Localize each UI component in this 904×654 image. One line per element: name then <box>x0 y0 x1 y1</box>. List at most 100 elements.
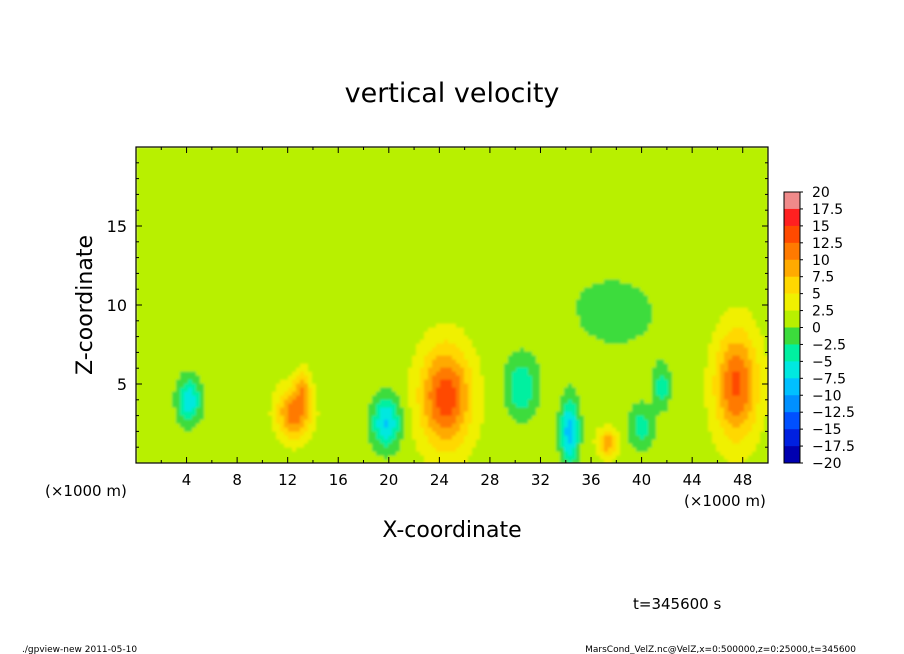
heatmap-cell <box>688 403 693 408</box>
heatmap-cell <box>724 351 729 356</box>
heatmap-cell <box>324 423 329 428</box>
heatmap-cell <box>328 423 333 428</box>
heatmap-cell <box>308 419 313 424</box>
heatmap-cell <box>612 379 617 384</box>
heatmap-cell <box>448 383 453 388</box>
heatmap-cell <box>532 391 537 396</box>
heatmap-cell <box>756 395 761 400</box>
heatmap-cell <box>632 347 637 352</box>
heatmap-cell <box>420 431 425 436</box>
heatmap-cell <box>304 415 309 420</box>
heatmap-cell <box>328 411 333 416</box>
heatmap-cell <box>404 427 409 432</box>
heatmap-cell <box>568 423 573 428</box>
heatmap-cell <box>528 379 533 384</box>
heatmap-cell <box>576 459 581 463</box>
heatmap-cell <box>360 415 365 420</box>
heatmap-cell <box>712 391 717 396</box>
heatmap-cell <box>556 367 561 372</box>
heatmap-cell <box>184 375 189 380</box>
heatmap-cell <box>304 399 309 404</box>
heatmap-cell <box>740 347 745 352</box>
heatmap-cell <box>392 363 397 368</box>
heatmap-cell <box>416 399 421 404</box>
heatmap-cell <box>572 343 577 348</box>
heatmap-cell <box>624 343 629 348</box>
heatmap-cell <box>276 447 281 452</box>
heatmap-cell <box>664 403 669 408</box>
heatmap-cell <box>684 431 689 436</box>
heatmap-cell <box>380 335 385 340</box>
heatmap-cell <box>436 451 441 456</box>
heatmap-cell <box>492 359 497 364</box>
heatmap-cell <box>420 355 425 360</box>
heatmap-cell <box>496 459 501 463</box>
heatmap-cell <box>376 399 381 404</box>
heatmap-cell <box>260 415 265 420</box>
heatmap-cell <box>228 347 233 352</box>
heatmap-cell <box>576 455 581 460</box>
heatmap-cell <box>356 391 361 396</box>
heatmap-cell <box>196 403 201 408</box>
heatmap-cell <box>648 415 653 420</box>
heatmap-cell <box>500 403 505 408</box>
heatmap-cell <box>380 443 385 448</box>
heatmap-cell <box>496 367 501 372</box>
heatmap-cell <box>300 435 305 440</box>
heatmap-cell <box>140 451 145 456</box>
heatmap-cell <box>260 387 265 392</box>
heatmap-cell <box>564 411 569 416</box>
heatmap-cell <box>612 455 617 460</box>
heatmap-cell <box>424 343 429 348</box>
heatmap-cell <box>468 443 473 448</box>
heatmap-cell <box>636 427 641 432</box>
heatmap-cell <box>616 343 621 348</box>
heatmap-cell <box>136 375 141 380</box>
heatmap-cell <box>324 403 329 408</box>
heatmap-cell <box>676 407 681 412</box>
heatmap-cell <box>232 407 237 412</box>
heatmap-cell <box>184 343 189 348</box>
heatmap-cell <box>496 351 501 356</box>
heatmap-cell <box>476 343 481 348</box>
heatmap-cell <box>668 371 673 376</box>
heatmap-cell <box>580 459 585 463</box>
heatmap-cell <box>608 355 613 360</box>
heatmap-cell <box>328 451 333 456</box>
heatmap-cell <box>456 367 461 372</box>
heatmap-cell <box>516 443 521 448</box>
heatmap-cell <box>556 447 561 452</box>
heatmap-cell <box>172 447 177 452</box>
heatmap-cell <box>284 367 289 372</box>
heatmap-cell <box>140 415 145 420</box>
heatmap-cell <box>140 431 145 436</box>
heatmap-cell <box>540 367 545 372</box>
heatmap-cell <box>736 379 741 384</box>
heatmap-cell <box>728 439 733 444</box>
heatmap-cell <box>156 431 161 436</box>
heatmap-cell <box>752 355 757 360</box>
heatmap-cell <box>576 423 581 428</box>
heatmap-cell <box>400 343 405 348</box>
heatmap-cell <box>208 451 213 456</box>
heatmap-cell <box>700 411 705 416</box>
heatmap-cell <box>300 439 305 444</box>
heatmap-cell <box>244 339 249 344</box>
heatmap-cell <box>452 347 457 352</box>
heatmap-cell <box>184 443 189 448</box>
heatmap-cell <box>484 351 489 356</box>
heatmap-cell <box>716 455 721 460</box>
heatmap-cell <box>444 399 449 404</box>
heatmap-cell <box>264 419 269 424</box>
heatmap-cell <box>600 419 605 424</box>
heatmap-cell <box>208 403 213 408</box>
heatmap-cell <box>572 391 577 396</box>
heatmap-cell <box>204 351 209 356</box>
heatmap-cell <box>452 403 457 408</box>
heatmap-cell <box>192 459 197 463</box>
heatmap-cell <box>680 419 685 424</box>
heatmap-cell <box>704 343 709 348</box>
heatmap-cell <box>296 367 301 372</box>
heatmap-cell <box>588 347 593 352</box>
heatmap-cell <box>444 371 449 376</box>
